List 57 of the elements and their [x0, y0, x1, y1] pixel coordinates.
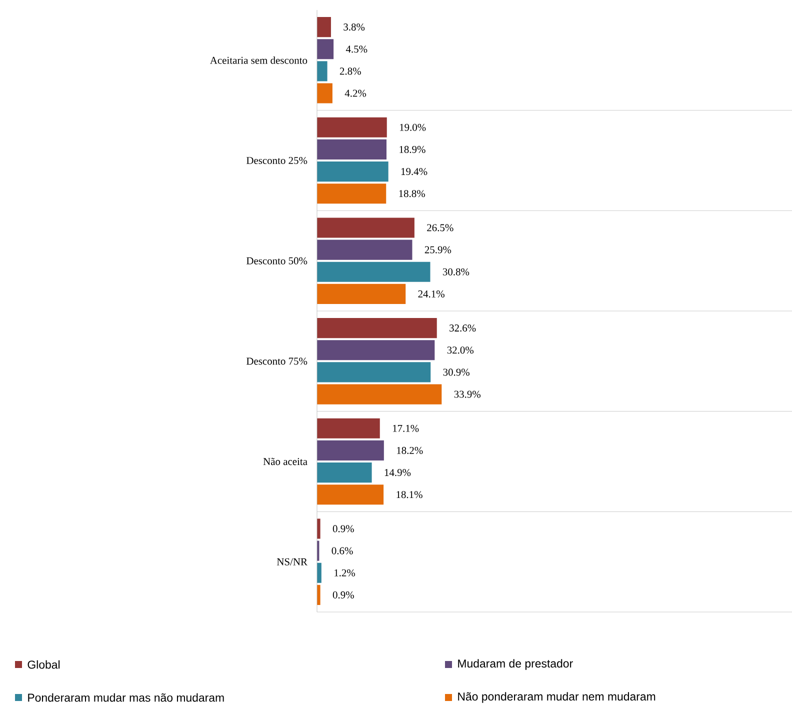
- data-label: 4.2%: [344, 90, 366, 97]
- bar: [317, 484, 384, 505]
- y-tick-label: Aceitaria sem desconto: [210, 56, 308, 64]
- data-label: 24.1%: [418, 290, 444, 298]
- bar: [317, 139, 386, 160]
- bar: [317, 240, 412, 260]
- bar: [317, 584, 320, 605]
- data-label: 2.8%: [340, 68, 361, 75]
- legend-label: Ponderaram mudar mas não mudaram: [28, 693, 224, 702]
- bar: [317, 440, 384, 460]
- data-label: 0.6%: [332, 547, 353, 554]
- y-tick-label: Desconto 25%: [246, 156, 308, 164]
- legend-label: Não ponderaram mudar nem mudaram: [458, 692, 656, 703]
- data-label: 18.1%: [396, 491, 422, 498]
- data-label: 3.8%: [344, 24, 365, 31]
- data-label: 18.9%: [400, 146, 426, 154]
- y-tick-label: Desconto 75%: [246, 358, 308, 365]
- y-tick-label: Desconto 50%: [246, 257, 308, 264]
- data-label: 14.9%: [384, 468, 411, 476]
- data-label: 4.5%: [346, 46, 368, 53]
- data-label: 0.9%: [332, 525, 354, 532]
- y-tick-label: Não aceita: [263, 458, 308, 466]
- bar: [317, 384, 442, 404]
- data-label: 18.2%: [397, 446, 423, 454]
- bar: [317, 462, 372, 483]
- bar: [317, 318, 437, 338]
- bar: [317, 117, 387, 138]
- bar: [317, 61, 328, 82]
- y-tick-label: NS/NR: [276, 558, 308, 566]
- data-label: 25.9%: [424, 246, 452, 254]
- bar: [317, 418, 380, 438]
- bar: [317, 362, 431, 382]
- bar: [317, 284, 406, 304]
- data-label: 33.9%: [454, 390, 480, 398]
- data-label: 1.2%: [334, 569, 356, 576]
- bar: [317, 83, 332, 104]
- bar: [317, 39, 334, 60]
- bar: [317, 162, 388, 182]
- bar: [317, 562, 322, 583]
- data-label: 30.9%: [443, 368, 470, 376]
- data-label: 32.0%: [447, 346, 474, 354]
- bar: [317, 17, 331, 38]
- legend-label: Global: [28, 660, 60, 669]
- data-label: 19.4%: [401, 168, 428, 176]
- data-label: 18.8%: [399, 190, 425, 198]
- bar: [317, 518, 320, 539]
- data-label: 17.1%: [393, 424, 419, 432]
- data-label: 19.0%: [400, 124, 426, 131]
- data-label: 30.8%: [442, 268, 470, 276]
- data-label: 26.5%: [427, 224, 454, 232]
- bar: [317, 184, 386, 204]
- bar: [317, 340, 435, 360]
- bar: [317, 218, 414, 238]
- data-label: 32.6%: [450, 324, 476, 332]
- legend-label: Mudaram de prestador: [458, 659, 573, 670]
- bar: [317, 262, 430, 282]
- data-label: 0.9%: [332, 591, 354, 598]
